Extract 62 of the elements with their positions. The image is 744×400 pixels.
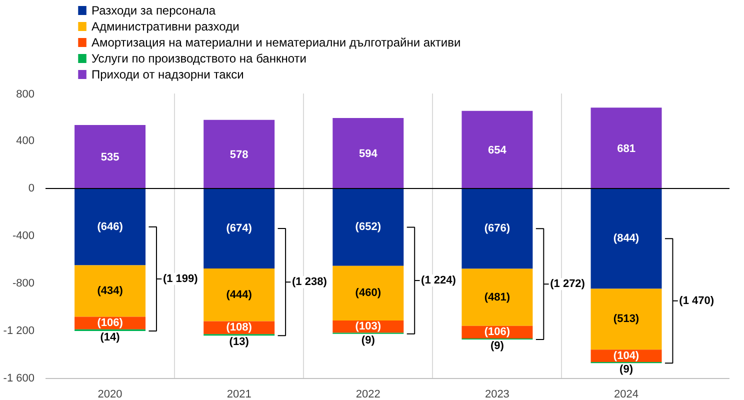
data-label: (104) <box>613 350 640 362</box>
data-label: (9) <box>361 334 376 346</box>
data-label: (674) <box>226 222 252 235</box>
bar <box>332 118 404 188</box>
bar <box>332 266 404 321</box>
x-tick-label: 2023 <box>484 388 510 400</box>
bar <box>74 124 146 188</box>
data-label: (13) <box>229 336 250 348</box>
y-tick-label: 400 <box>16 135 35 147</box>
legend-label: Амортизация на материални и нематериални дълготрайни активи <box>91 36 461 50</box>
legend-label: Приходи от надзорни такси <box>91 68 244 82</box>
bar <box>204 120 275 188</box>
bar <box>74 188 146 266</box>
bar <box>332 188 404 266</box>
data-label: 654 <box>488 144 508 157</box>
data-label: (108) <box>226 322 252 334</box>
data-label: (9) <box>490 340 504 352</box>
bar <box>590 108 662 188</box>
data-label: 535 <box>100 152 120 164</box>
annotation: (1 199) <box>162 272 198 285</box>
data-label: (646) <box>97 220 124 233</box>
annotation: (1 272) <box>550 278 586 290</box>
data-label: 594 <box>358 148 378 160</box>
bar <box>462 188 533 269</box>
legend-label: Административни разходи <box>91 20 240 34</box>
y-tick-label: -1 600 <box>3 372 35 384</box>
bar <box>590 188 662 289</box>
data-label: 578 <box>230 149 248 162</box>
legend-label: Услуги по производството на банкноти <box>91 52 306 66</box>
data-label: (513) <box>613 313 640 326</box>
bar <box>74 265 146 317</box>
x-tick-label: 2024 <box>614 388 639 400</box>
data-label: (434) <box>97 284 124 297</box>
data-label: (106) <box>97 317 124 330</box>
legend-label: Разходи за персонала <box>91 4 216 18</box>
bar <box>204 268 275 322</box>
annotation: (1 470) <box>679 294 714 307</box>
data-label: 681 <box>617 143 636 156</box>
data-label: (652) <box>355 221 382 234</box>
x-tick-label: 2022 <box>356 388 380 400</box>
data-label: (460) <box>355 287 382 300</box>
data-label: (103) <box>355 320 382 333</box>
annotation: (1 238) <box>292 276 328 288</box>
bar <box>204 188 275 269</box>
data-label: (14) <box>100 332 120 344</box>
y-tick-label: -400 <box>12 230 35 242</box>
bar <box>462 110 533 188</box>
annotation: (1 224) <box>421 274 456 287</box>
y-tick-label: -1 200 <box>3 325 35 337</box>
bar <box>590 288 662 350</box>
y-tick-label: -800 <box>12 278 35 290</box>
y-tick-label: 0 <box>28 182 35 194</box>
bar <box>462 268 533 326</box>
data-label: (106) <box>484 326 510 338</box>
data-label: (444) <box>226 288 252 301</box>
x-tick-label: 2020 <box>98 388 122 400</box>
y-tick-label: 800 <box>16 88 35 100</box>
data-label: (481) <box>484 291 510 304</box>
data-label: (844) <box>613 232 640 245</box>
data-label: (9) <box>620 364 634 376</box>
x-tick-label: 2021 <box>226 388 252 400</box>
data-label: (676) <box>484 222 510 235</box>
